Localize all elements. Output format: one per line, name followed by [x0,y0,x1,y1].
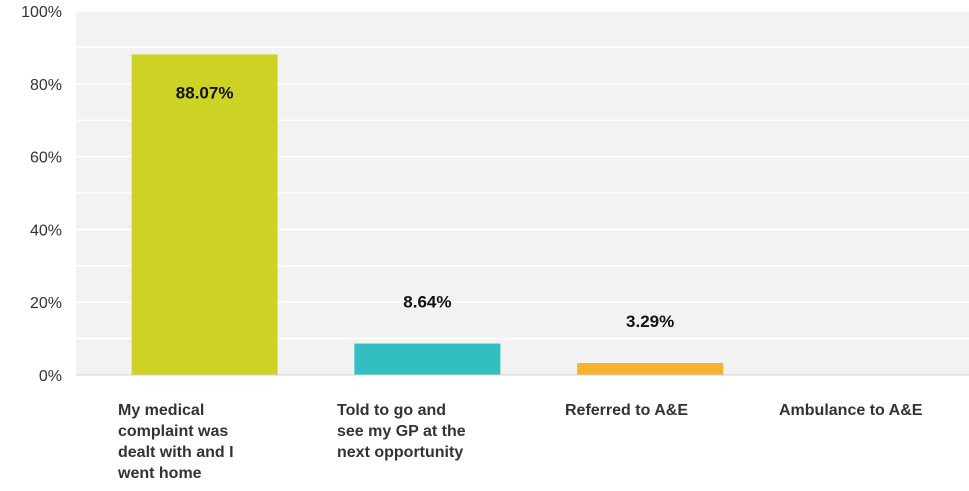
category-label-2: Referred to A&E [565,402,688,419]
y-tick-label: 20% [30,295,62,312]
y-tick-label: 40% [30,222,62,239]
data-label: 88.07% [176,83,234,102]
bar [577,363,724,375]
bars [131,54,724,375]
data-label: 8.64% [403,293,451,312]
y-tick-label: 0% [39,368,62,385]
y-tick-label: 80% [30,77,62,94]
data-label: 3.29% [626,312,674,331]
bar [131,54,278,375]
category-label-1: Told to go and see my GP at the next opp… [337,402,466,461]
y-tick-label: 60% [30,150,62,167]
category-label-3: Ambulance to A&E [779,402,923,419]
data-labels: 88.07% 8.64% 3.29% [176,83,674,331]
category-label-0: My medical complaint was dealt with and … [118,402,234,482]
bar-chart: 0% 20% 40% 60% 80% 100% 88.07% 8.64% 3.29% [21,4,969,385]
y-tick-label: 100% [21,4,62,21]
bar [354,343,501,375]
y-axis-tick-labels: 0% 20% 40% 60% 80% 100% [21,4,62,385]
